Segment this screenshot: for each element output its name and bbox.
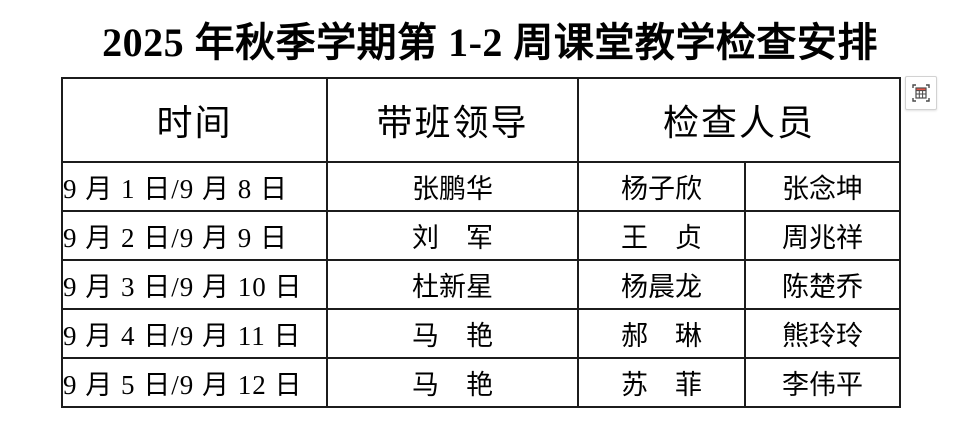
cell-inspector-1: 苏 菲 (577, 357, 746, 408)
cell-time: 9 月 4 日/9 月 11 日 (61, 308, 328, 359)
cell-inspector-2: 熊玲玲 (743, 308, 902, 359)
cell-time: 9 月 3 日/9 月 10 日 (61, 259, 328, 310)
cell-time: 9 月 2 日/9 月 9 日 (61, 210, 328, 261)
table-header-row: 时间 带班领导 检查人员 (61, 77, 902, 163)
table-row: 9 月 4 日/9 月 11 日 马 艳 郝 琳 熊玲玲 (61, 308, 902, 359)
cell-inspector-2: 张念坤 (743, 161, 902, 212)
cell-inspector-1: 杨晨龙 (577, 259, 746, 310)
cell-inspector-1: 杨子欣 (577, 161, 746, 212)
cell-time: 9 月 5 日/9 月 12 日 (61, 357, 328, 408)
cell-time: 9 月 1 日/9 月 8 日 (61, 161, 328, 212)
table-row: 9 月 2 日/9 月 9 日 刘 军 王 贞 周兆祥 (61, 210, 902, 261)
cell-inspector-2: 陈楚乔 (743, 259, 902, 310)
cell-leader: 马 艳 (326, 357, 579, 408)
cell-leader: 张鹏华 (326, 161, 579, 212)
cell-inspector-1: 郝 琳 (577, 308, 746, 359)
header-time: 时间 (61, 77, 328, 163)
cell-inspector-2: 李伟平 (743, 357, 902, 408)
inspection-schedule-table: 时间 带班领导 检查人员 9 月 1 日/9 月 8 日 张鹏华 杨子欣 张念坤… (61, 77, 902, 408)
table-row: 9 月 5 日/9 月 12 日 马 艳 苏 菲 李伟平 (61, 357, 902, 408)
cell-inspector-2: 周兆祥 (743, 210, 902, 261)
table-row: 9 月 3 日/9 月 10 日 杜新星 杨晨龙 陈楚乔 (61, 259, 902, 310)
cell-leader: 刘 军 (326, 210, 579, 261)
header-inspectors: 检查人员 (576, 77, 902, 163)
header-leader: 带班领导 (326, 77, 579, 163)
table-selection-icon (911, 83, 931, 103)
table-tools-button[interactable] (905, 76, 937, 110)
cell-leader: 马 艳 (326, 308, 579, 359)
table-row: 9 月 1 日/9 月 8 日 张鹏华 杨子欣 张念坤 (61, 161, 902, 212)
cell-inspector-1: 王 贞 (577, 210, 746, 261)
cell-leader: 杜新星 (326, 259, 579, 310)
document-title: 2025 年秋季学期第 1-2 周课堂教学检查安排 (102, 20, 878, 65)
